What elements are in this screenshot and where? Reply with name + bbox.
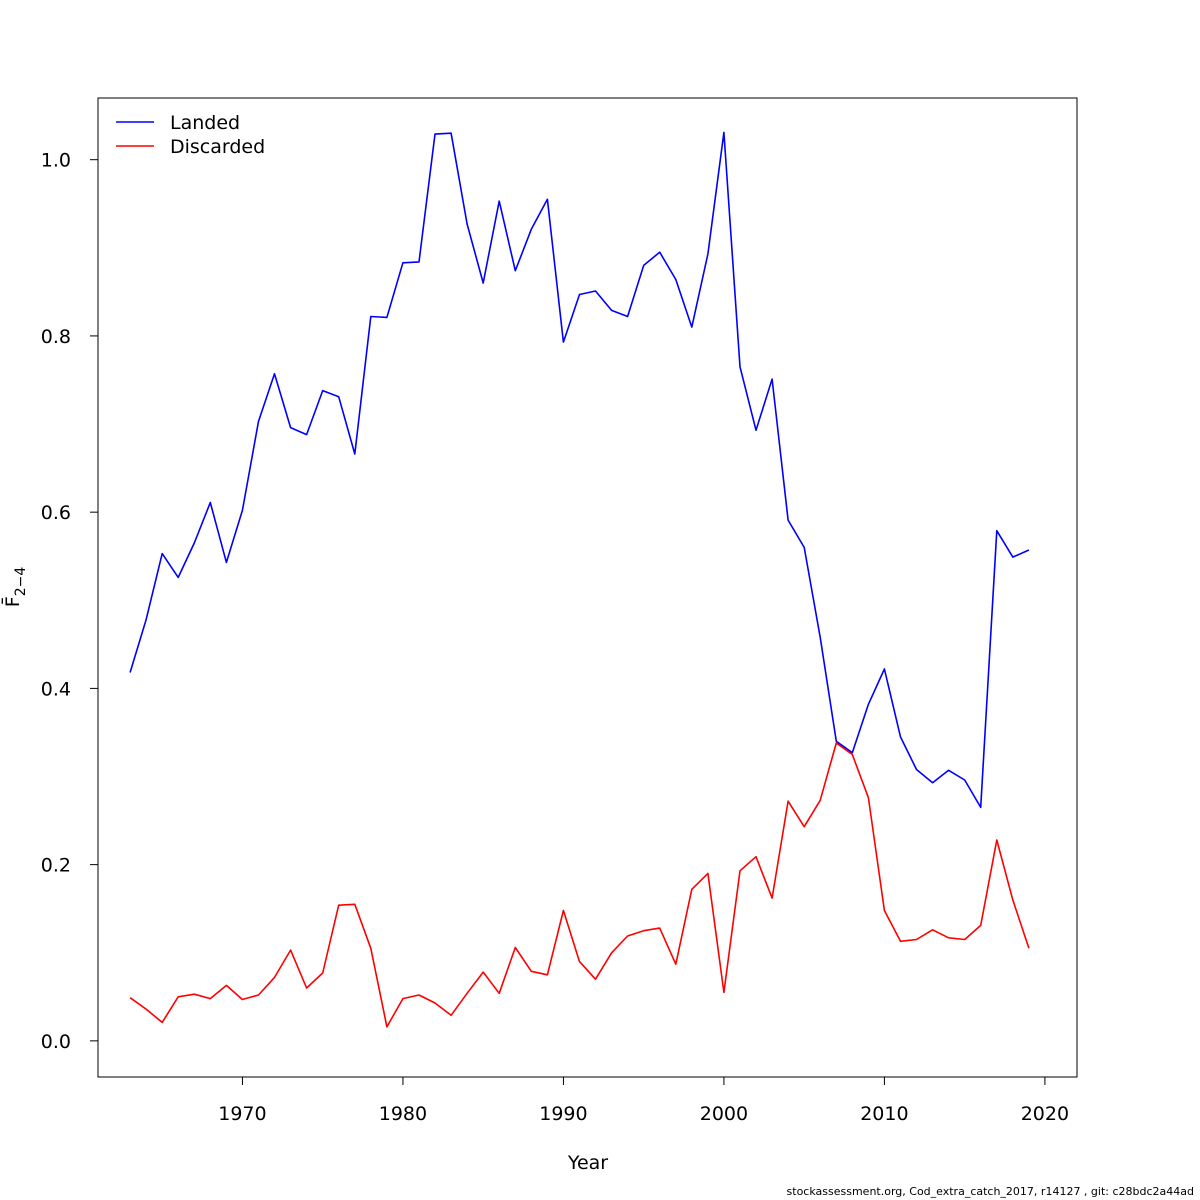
legend-label-landed: Landed bbox=[170, 112, 240, 134]
y-axis-title-subscript: 2−4 bbox=[13, 567, 29, 597]
series-line-discarded bbox=[129, 742, 1030, 1028]
x-axis: 1970 1980 1990 2000 2010 2020 bbox=[218, 1076, 1069, 1125]
series-lines bbox=[129, 131, 1030, 1028]
y-tick-label: 0.6 bbox=[41, 502, 71, 524]
x-axis-title: Year bbox=[567, 1152, 608, 1174]
y-axis-title-main: F̄ bbox=[0, 596, 24, 607]
y-tick-label: 1.0 bbox=[41, 150, 71, 172]
y-axis: 0.0 0.2 0.4 0.6 0.8 1.0 bbox=[41, 150, 99, 1053]
y-tick-label: 0.2 bbox=[41, 855, 71, 877]
series-line-landed bbox=[129, 131, 1030, 809]
x-tick-label: 1990 bbox=[539, 1103, 587, 1125]
footer-credit: stockassessment.org, Cod_extra_catch_201… bbox=[786, 1185, 1194, 1198]
legend-label-discarded: Discarded bbox=[170, 136, 265, 158]
legend: Landed Discarded bbox=[116, 112, 265, 158]
x-tick-label: 1980 bbox=[379, 1103, 427, 1125]
x-tick-label: 1970 bbox=[218, 1103, 266, 1125]
y-tick-label: 0.8 bbox=[41, 326, 71, 348]
x-tick-label: 2000 bbox=[700, 1103, 748, 1125]
x-tick-label: 2020 bbox=[1021, 1103, 1069, 1125]
x-tick-label: 2010 bbox=[860, 1103, 908, 1125]
y-axis-title-text: F̄2−4 bbox=[0, 567, 29, 608]
y-tick-label: 0.0 bbox=[41, 1031, 71, 1053]
y-tick-label: 0.4 bbox=[41, 678, 71, 700]
y-axis-title: F̄2−4 bbox=[0, 567, 29, 608]
plot-frame bbox=[97, 97, 1078, 1078]
